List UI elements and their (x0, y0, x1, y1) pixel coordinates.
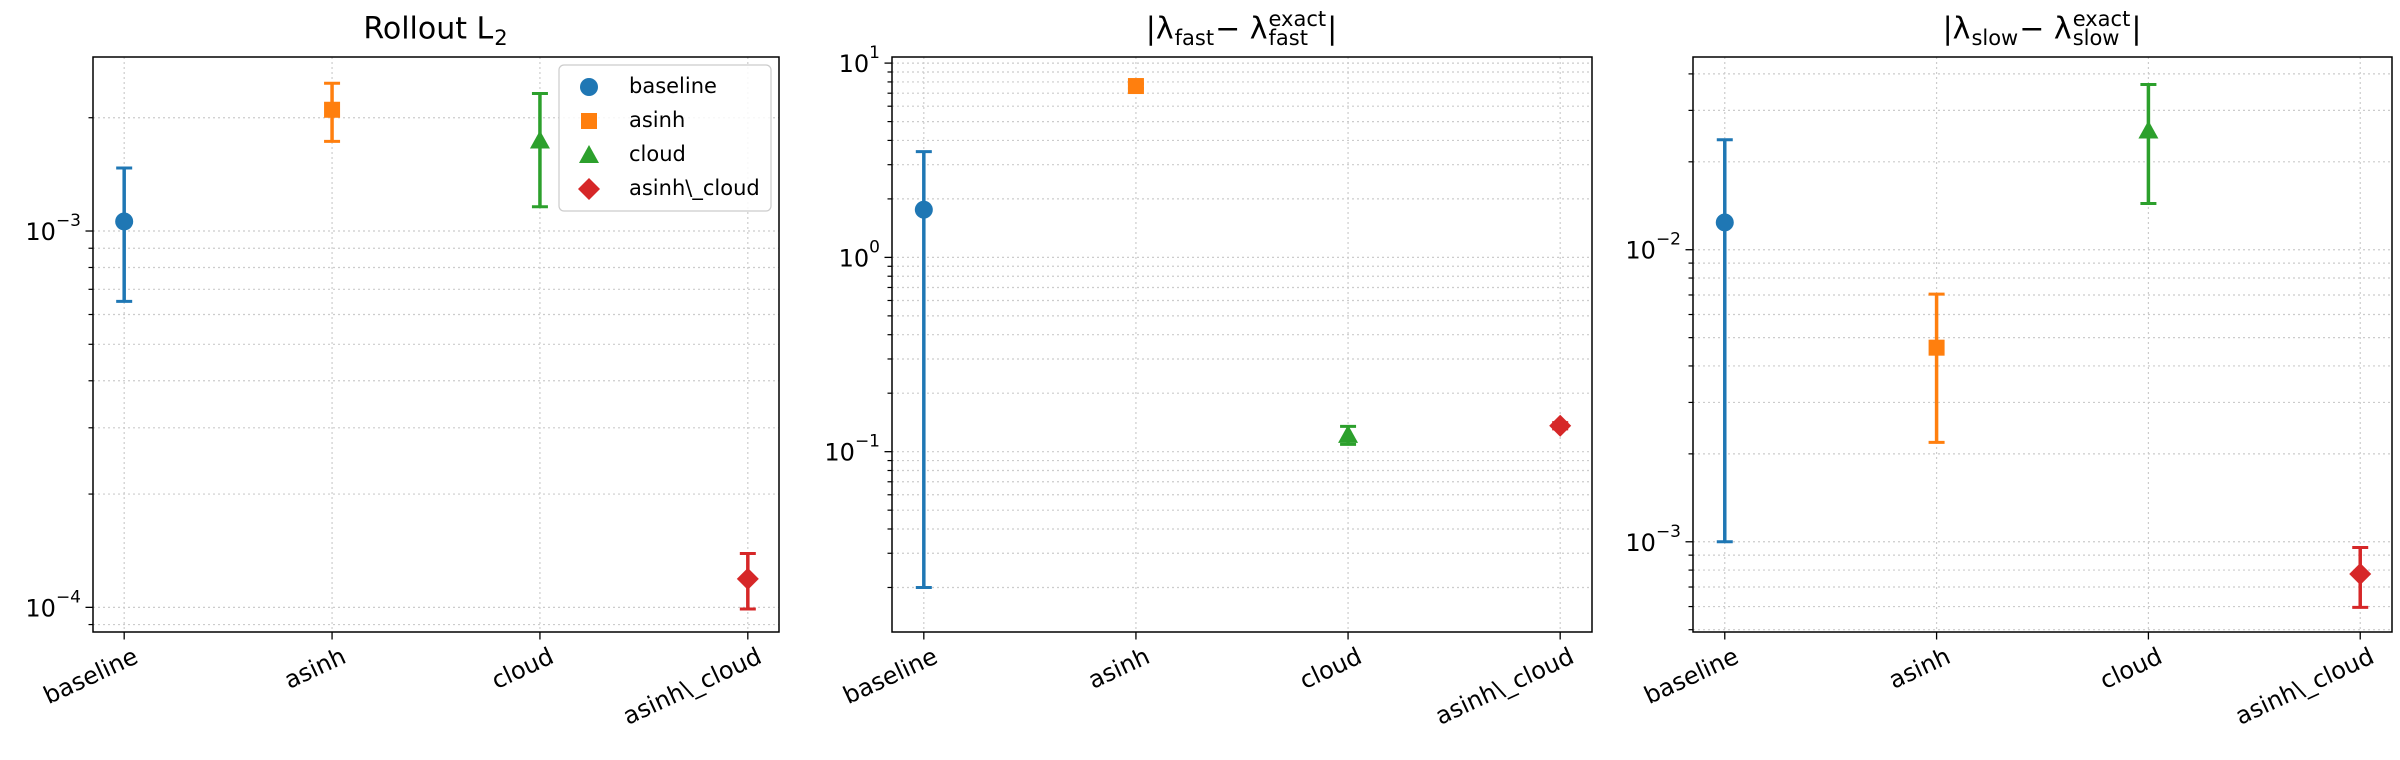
x-tick-label: cloud (487, 642, 558, 695)
plot-frame (92, 56, 780, 633)
title-text: |λ (1146, 12, 1174, 47)
marker (581, 113, 597, 129)
y-tick-exponent: 0 (869, 237, 880, 257)
plot-frame (891, 56, 1593, 633)
legend-label: asinh\_cloud (629, 176, 760, 201)
marker (579, 145, 599, 163)
title-text: Rollout L (363, 12, 493, 47)
marker (914, 200, 933, 219)
marker (1549, 414, 1572, 437)
y-tick-exponent: −2 (1656, 230, 1681, 250)
x-tick-label: asinh\_cloud (619, 642, 766, 731)
y-tick-exponent: −1 (855, 432, 880, 452)
y-tick-exponent: −3 (1656, 522, 1681, 542)
x-tick-label: asinh (280, 642, 350, 695)
marker (580, 78, 598, 96)
y-tick-label: 10 (1625, 237, 1656, 265)
marker (115, 212, 134, 231)
x-tick-label: cloud (2096, 642, 2167, 695)
y-tick-label: 10 (839, 244, 870, 272)
title-text: |λ (1943, 12, 1971, 47)
x-tick-label: baseline (839, 642, 942, 710)
legend: baseline asinh cloud asinh\_cloud (558, 64, 772, 212)
title-sup: exact (1269, 7, 1327, 31)
marker (1127, 78, 1144, 95)
legend-frame (558, 64, 772, 212)
y-tick-exponent: −4 (56, 587, 81, 607)
y-tick-exponent: −3 (56, 211, 81, 231)
x-tick-label: asinh\_cloud (1431, 642, 1578, 731)
title-text: − λ (1215, 12, 1267, 47)
legend-label: asinh (629, 108, 685, 132)
y-tick-label: 10 (824, 439, 855, 467)
y-tick-exponent: 1 (869, 43, 880, 63)
y-tick-label: 10 (25, 594, 56, 622)
title-sub: 2 (494, 26, 507, 50)
marker (1928, 339, 1945, 356)
marker (1338, 424, 1359, 443)
marker (324, 101, 341, 118)
x-tick-label: asinh (1084, 642, 1154, 695)
legend-label: cloud (629, 142, 686, 166)
marker (736, 567, 759, 590)
title-text: | (2131, 12, 2141, 47)
title-sub: slow (1971, 26, 2018, 50)
marker (2349, 562, 2372, 585)
marker (529, 130, 550, 149)
title-sup: exact (2073, 7, 2131, 31)
marker (2138, 120, 2159, 139)
x-tick-label: baseline (39, 642, 142, 710)
y-tick-label: 10 (25, 218, 56, 246)
y-tick-label: 10 (839, 50, 870, 78)
title-sub: fast (1269, 26, 1308, 50)
title-sub: fast (1175, 26, 1214, 50)
title-text: | (1327, 12, 1337, 47)
plot-frame (1692, 56, 2393, 633)
title-text: − λ (2019, 12, 2071, 47)
x-tick-label: baseline (1640, 642, 1743, 710)
marker (1715, 213, 1734, 232)
title-sub: slow (2073, 26, 2120, 50)
x-tick-label: cloud (1295, 642, 1366, 695)
marker (578, 178, 600, 200)
x-tick-label: asinh (1884, 642, 1954, 695)
x-tick-label: asinh\_cloud (2231, 642, 2378, 731)
legend-label: baseline (629, 74, 717, 98)
y-tick-label: 10 (1625, 529, 1656, 557)
